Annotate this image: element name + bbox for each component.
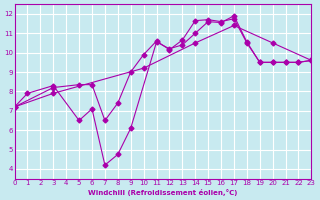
X-axis label: Windchill (Refroidissement éolien,°C): Windchill (Refroidissement éolien,°C) bbox=[88, 189, 238, 196]
